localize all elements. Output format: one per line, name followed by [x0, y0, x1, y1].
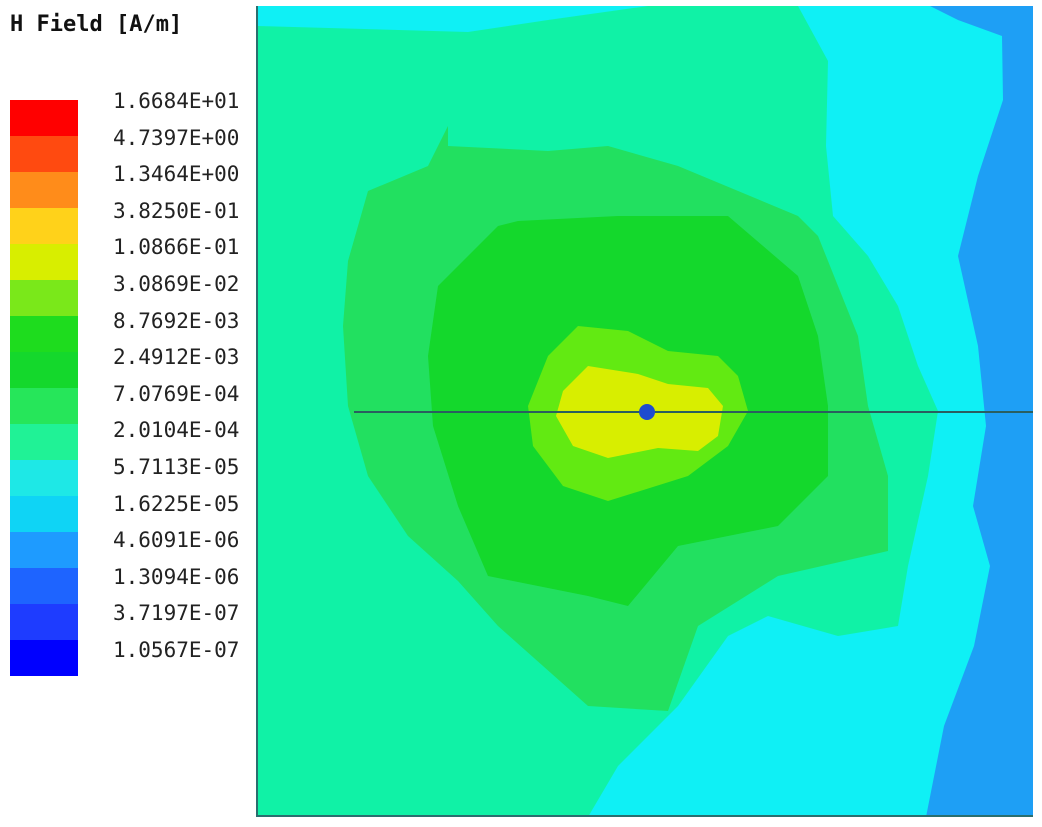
color-swatch-3: [10, 208, 78, 244]
scale-label-6: 8.7692E-03: [113, 308, 240, 333]
scale-label-15: 1.0567E-07: [113, 637, 240, 662]
color-swatch-9: [10, 424, 78, 460]
scale-label-7: 2.4912E-03: [113, 345, 240, 370]
scale-label-14: 3.7197E-07: [113, 601, 240, 626]
scale-label-12: 4.6091E-06: [113, 528, 240, 553]
field-plot-svg: [258, 6, 1033, 815]
scale-label-3: 3.8250E-01: [113, 198, 240, 223]
scale-label-2: 1.3464E+00: [113, 162, 240, 187]
color-swatch-4: [10, 244, 78, 280]
scale-label-0: 1.6684E+01: [113, 89, 240, 113]
field-plot: [256, 6, 1033, 817]
color-swatch-12: [10, 532, 78, 568]
scale-label-11: 1.6225E-05: [113, 491, 240, 516]
color-swatch-1: [10, 136, 78, 172]
legend-title: H Field [A/m]: [10, 12, 183, 37]
color-swatch-11: [10, 496, 78, 532]
color-swatch-13: [10, 568, 78, 604]
color-swatch-8: [10, 388, 78, 424]
color-swatch-7: [10, 352, 78, 388]
scale-label-13: 1.3094E-06: [113, 564, 240, 589]
color-swatch-0: [10, 100, 78, 136]
scale-label-1: 4.7397E+00: [113, 125, 240, 150]
color-swatch-5: [10, 280, 78, 316]
scale-label-10: 5.7113E-05: [113, 454, 240, 479]
color-swatch-15: [10, 640, 78, 676]
color-scale-bar: [10, 100, 78, 676]
color-swatch-14: [10, 604, 78, 640]
source-point: [639, 404, 655, 420]
color-swatch-10: [10, 460, 78, 496]
scale-label-9: 2.0104E-04: [113, 418, 240, 443]
scale-label-8: 7.0769E-04: [113, 381, 240, 406]
color-scale-labels: 1.6684E+01 4.7397E+00 1.3464E+00 3.8250E-01…: [113, 88, 239, 674]
scale-label-5: 3.0869E-02: [113, 271, 240, 296]
scale-label-4: 1.0866E-01: [113, 235, 240, 260]
color-swatch-6: [10, 316, 78, 352]
color-swatch-2: [10, 172, 78, 208]
